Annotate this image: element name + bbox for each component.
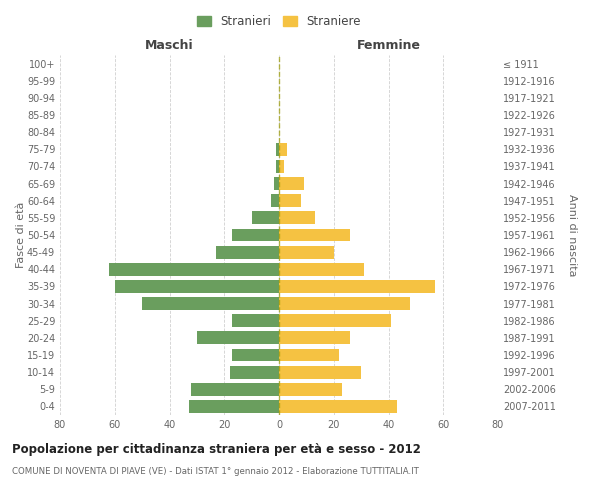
Bar xyxy=(279,212,314,224)
Bar xyxy=(271,194,279,207)
Bar xyxy=(197,332,279,344)
Text: COMUNE DI NOVENTA DI PIAVE (VE) - Dati ISTAT 1° gennaio 2012 - Elaborazione TUTT: COMUNE DI NOVENTA DI PIAVE (VE) - Dati I… xyxy=(12,468,419,476)
Bar xyxy=(251,212,279,224)
Bar xyxy=(216,246,279,258)
Bar xyxy=(279,332,350,344)
Bar xyxy=(279,400,397,413)
Bar xyxy=(279,246,334,258)
Bar xyxy=(274,177,279,190)
Bar xyxy=(276,143,279,156)
Bar xyxy=(232,314,279,327)
Bar xyxy=(279,160,284,173)
Bar xyxy=(279,228,350,241)
Bar xyxy=(279,263,364,276)
Y-axis label: Anni di nascita: Anni di nascita xyxy=(568,194,577,276)
Bar xyxy=(232,348,279,362)
Bar xyxy=(279,314,391,327)
Text: Maschi: Maschi xyxy=(145,38,194,52)
Bar xyxy=(279,348,339,362)
Bar xyxy=(232,228,279,241)
Y-axis label: Fasce di età: Fasce di età xyxy=(16,202,26,268)
Bar xyxy=(109,263,279,276)
Bar xyxy=(230,366,279,378)
Bar xyxy=(279,383,342,396)
Bar xyxy=(279,297,410,310)
Bar xyxy=(188,400,279,413)
Bar xyxy=(279,143,287,156)
Bar xyxy=(279,280,435,293)
Bar xyxy=(279,366,361,378)
Bar xyxy=(142,297,279,310)
Text: Popolazione per cittadinanza straniera per età e sesso - 2012: Popolazione per cittadinanza straniera p… xyxy=(12,442,421,456)
Bar xyxy=(279,194,301,207)
Legend: Stranieri, Straniere: Stranieri, Straniere xyxy=(192,10,366,33)
Bar xyxy=(276,160,279,173)
Bar xyxy=(115,280,279,293)
Bar xyxy=(191,383,279,396)
Bar xyxy=(279,177,304,190)
Text: Femmine: Femmine xyxy=(356,38,421,52)
